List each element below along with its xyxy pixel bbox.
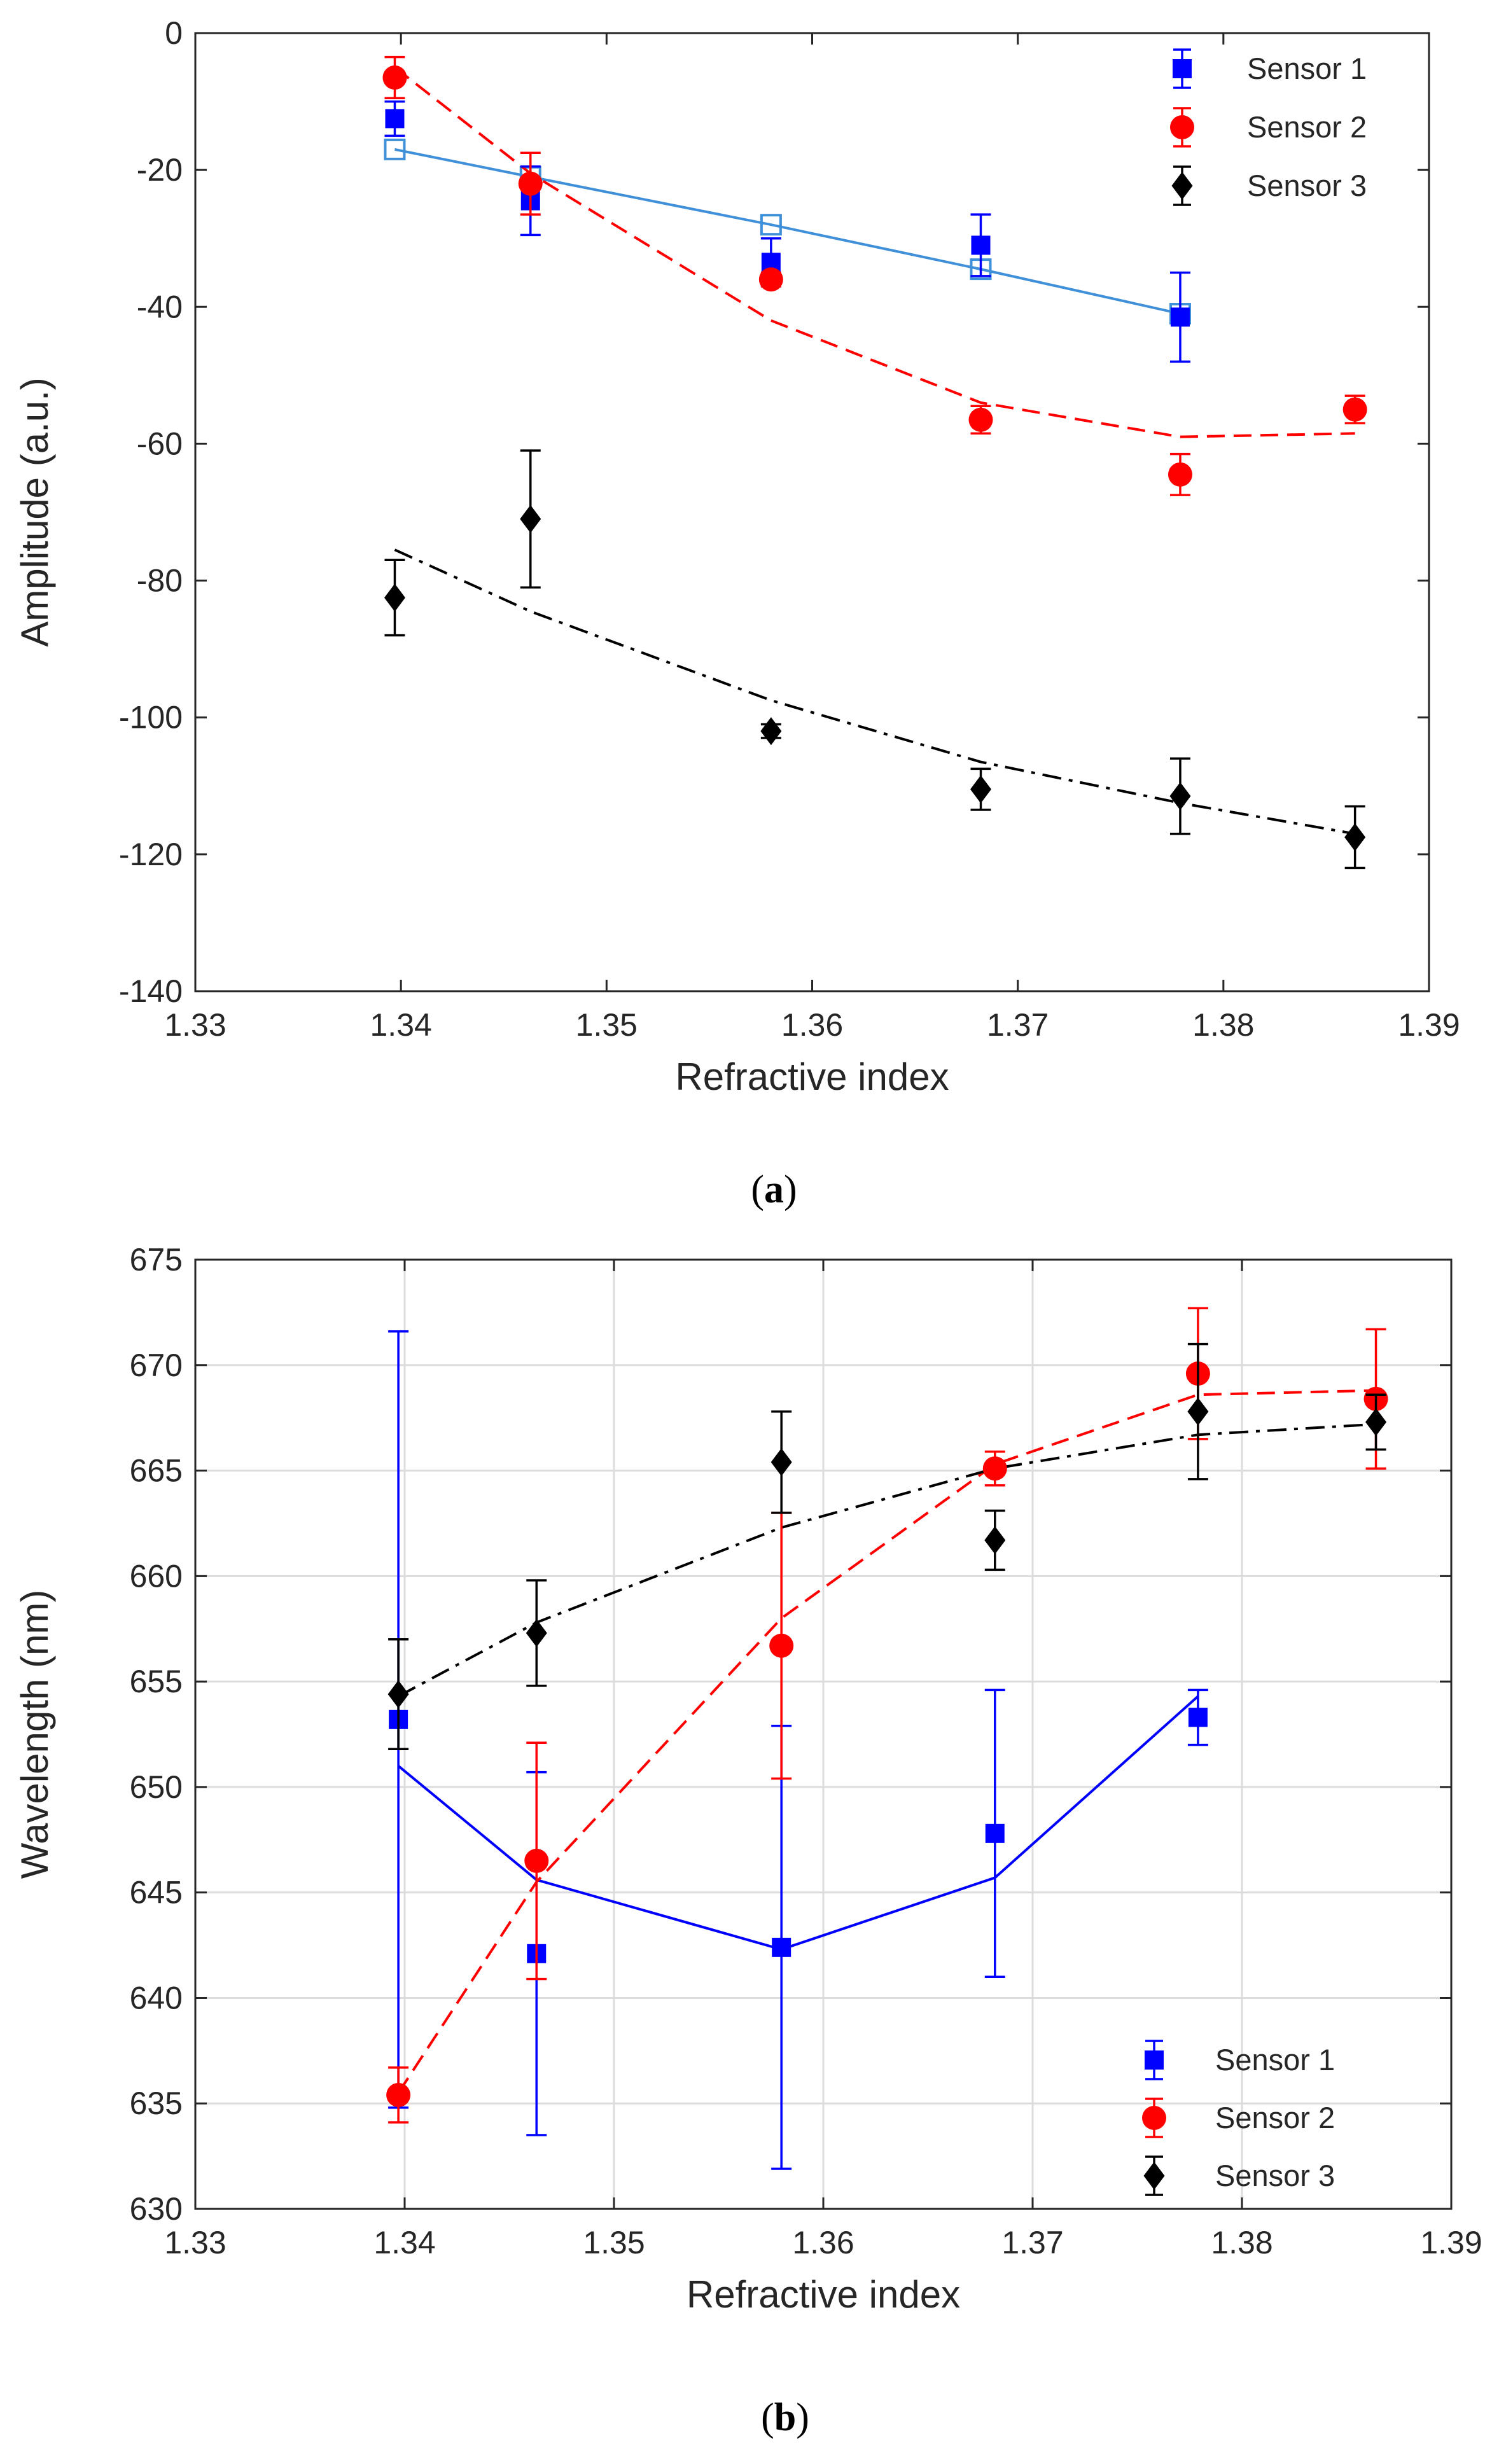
x-tick-label: 1.35 — [583, 2225, 645, 2260]
data-point-sensor-3 — [387, 1680, 409, 1709]
y-tick-label: -120 — [119, 837, 183, 872]
data-point-sensor-2 — [518, 171, 543, 196]
y-tick-label: -40 — [137, 289, 183, 324]
series-sensor-3 — [384, 449, 1366, 870]
data-point-sensor-3 — [520, 505, 541, 533]
x-tick-label: 1.35 — [576, 1007, 638, 1043]
data-point-sensor-1 — [1170, 307, 1190, 327]
caption-close: ) — [784, 1168, 797, 1211]
panel-caption: (a) — [751, 1168, 797, 1211]
data-point-sensor-3 — [770, 1448, 792, 1477]
data-point-sensor-3 — [984, 1526, 1006, 1554]
x-axis-label: Refractive index — [687, 2273, 960, 2316]
panel-b-wavelength-chart: 1.33 1.34 1.35 1.36 1.37 1.38 1.39 630 635 640 645… — [13, 1242, 1482, 2439]
x-tick-label: 1.34 — [370, 1007, 432, 1043]
fit-line-sensor-2 — [394, 66, 1355, 438]
legend-label: Sensor 1 — [1247, 52, 1367, 85]
data-point-sensor-2 — [1168, 462, 1192, 487]
data-point-sensor-3 — [384, 583, 405, 612]
caption-open: ( — [751, 1168, 764, 1211]
fit-line-sensor-3 — [398, 1423, 1376, 1698]
fit-point-marker — [760, 214, 782, 236]
y-tick-label: -20 — [137, 152, 183, 188]
fit-line-sensor-1 — [394, 148, 1181, 315]
series-sensor-2 — [382, 55, 1367, 496]
x-tick-label: 1.37 — [987, 1007, 1049, 1043]
legend-label: Sensor 3 — [1215, 2159, 1335, 2192]
data-point-sensor-1 — [971, 235, 991, 255]
y-axis-label: Amplitude (a.u.) — [13, 377, 56, 647]
fit-point-marker — [384, 138, 406, 160]
x-tick-label: 1.38 — [1211, 2225, 1272, 2260]
data-point-sensor-3 — [1344, 823, 1366, 851]
legend-marker — [1142, 2106, 1166, 2130]
x-tick-label: 1.33 — [164, 1007, 226, 1043]
legend-marker — [1145, 2050, 1164, 2070]
y-tick-label: 645 — [130, 1875, 183, 1911]
x-tick-label: 1.34 — [373, 2225, 435, 2260]
data-point-sensor-2 — [386, 2082, 411, 2107]
legend-marker — [1173, 59, 1192, 78]
y-tick-label: 650 — [130, 1769, 183, 1805]
data-point-sensor-1 — [385, 109, 405, 129]
y-tick-label: -140 — [119, 973, 183, 1009]
y-tick-label: 655 — [130, 1664, 183, 1699]
x-tick-label: 1.38 — [1192, 1007, 1254, 1043]
legend-label: Sensor 3 — [1247, 169, 1367, 202]
x-tick-label: 1.36 — [781, 1007, 843, 1043]
fit-line-sensor-3 — [394, 548, 1356, 835]
data-point-sensor-2 — [1342, 397, 1367, 422]
y-tick-label: 675 — [130, 1242, 183, 1277]
x-tick-label: 1.39 — [1420, 2225, 1482, 2260]
caption-close: ) — [796, 2396, 809, 2439]
y-tick-label: 660 — [130, 1558, 183, 1594]
x-tick-label: 1.37 — [1001, 2225, 1063, 2260]
data-point-sensor-2 — [769, 1633, 794, 1658]
y-tick-label: 670 — [130, 1347, 183, 1383]
legend-marker — [1171, 172, 1193, 200]
legend-marker — [1170, 115, 1194, 139]
data-point-sensor-2 — [758, 267, 783, 292]
legend-marker — [1143, 2162, 1165, 2190]
legend-label: Sensor 2 — [1247, 110, 1367, 144]
legend: Sensor 1 Sensor 2 Sensor 3 — [1142, 2040, 1335, 2196]
y-tick-label: -60 — [137, 426, 183, 461]
data-point-sensor-1 — [772, 1937, 791, 1957]
data-point-sensor-3 — [526, 1618, 547, 1647]
y-axis-label: Wavelength (nm) — [13, 1590, 56, 1879]
panel-caption: (b) — [761, 2396, 809, 2439]
caption-letter: b — [774, 2396, 796, 2439]
y-tick-label: 630 — [130, 2191, 183, 2227]
data-point-sensor-3 — [970, 775, 991, 804]
data-point-sensor-2 — [968, 407, 993, 432]
series-sensor-3 — [387, 1342, 1387, 1750]
data-point-sensor-1 — [1188, 1708, 1208, 1727]
y-tick-label: 640 — [130, 1980, 183, 2015]
data-point-sensor-3 — [1169, 782, 1191, 811]
y-tick-label: -80 — [137, 563, 183, 599]
caption-letter: a — [764, 1168, 784, 1211]
data-point-sensor-3 — [1365, 1408, 1387, 1437]
y-tick-label: 635 — [130, 2085, 183, 2121]
legend-label: Sensor 2 — [1215, 2101, 1335, 2134]
caption-open: ( — [761, 2396, 774, 2439]
legend-label: Sensor 1 — [1215, 2043, 1335, 2077]
data-point-sensor-1 — [985, 1823, 1005, 1843]
x-tick-label: 1.39 — [1398, 1007, 1460, 1043]
x-tick-label: 1.33 — [164, 2225, 226, 2260]
x-tick-label: 1.36 — [792, 2225, 854, 2260]
x-axis-label: Refractive index — [675, 1055, 949, 1098]
data-point-sensor-2 — [982, 1456, 1007, 1481]
y-tick-label: 0 — [165, 15, 183, 51]
data-point-sensor-2 — [382, 65, 407, 90]
data-point-sensor-3 — [1187, 1397, 1209, 1426]
y-tick-label: -100 — [119, 700, 183, 735]
data-point-sensor-3 — [760, 717, 782, 746]
data-point-sensor-2 — [524, 1848, 549, 1873]
panel-a-amplitude-chart: 1.33 1.34 1.35 1.36 1.37 1.38 1.39 -140 -120 -100… — [13, 15, 1460, 1211]
legend: Sensor 1 Sensor 2 Sensor 3 — [1170, 48, 1367, 206]
y-tick-label: 665 — [130, 1453, 183, 1489]
